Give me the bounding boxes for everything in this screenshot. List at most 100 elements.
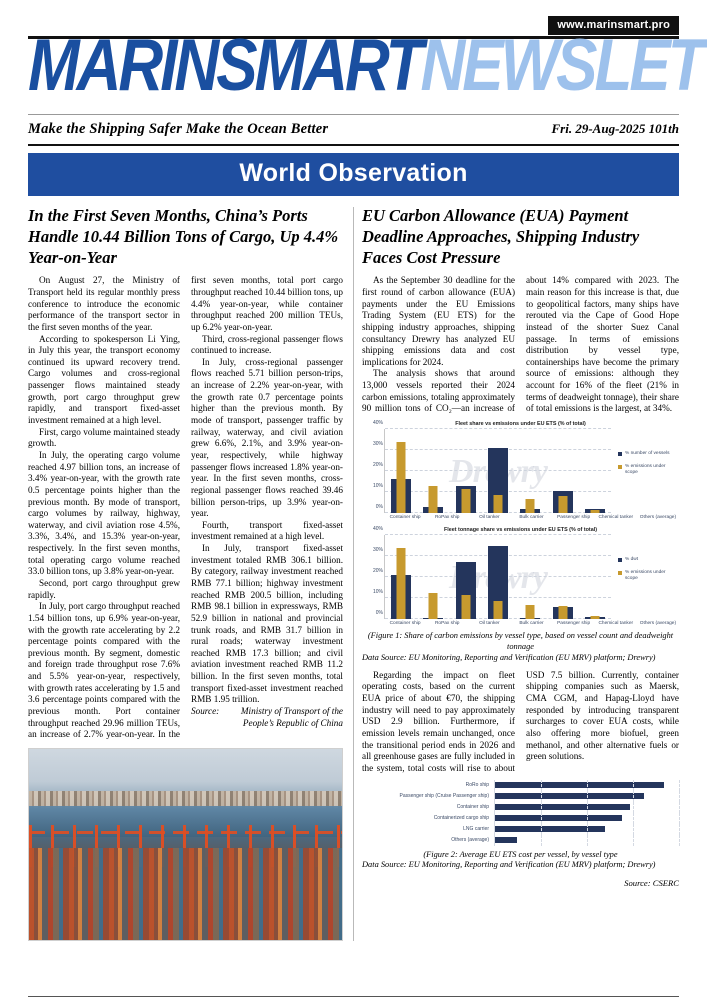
chart-bar-emissions xyxy=(493,601,503,619)
chart-y-tick-label: 20% xyxy=(372,462,383,469)
chart-y-tick-label: Containerized cargo ship xyxy=(433,815,489,822)
figure-1-caption-line1: (Figure 1: Share of carbon emissions by … xyxy=(367,630,674,651)
chart-bar xyxy=(495,826,606,832)
chart-y-tick-label: RoRo ship xyxy=(465,782,489,789)
website-url-badge[interactable]: www.marinsmart.pro xyxy=(548,16,679,35)
chart-y-tick-label: 0% xyxy=(375,610,383,616)
paragraph: On August 27, the Ministry of Transport … xyxy=(28,275,180,332)
legend-label: % emissions under scope xyxy=(625,570,666,582)
section-banner: World Observation xyxy=(28,153,679,196)
chart-plot-area: Drewry 0%10%20%30%40% xyxy=(373,526,611,619)
paragraph: Regarding the impact on fleet operating … xyxy=(362,669,679,773)
chart-gridline xyxy=(385,428,611,430)
masthead-bottom-rule xyxy=(28,144,679,146)
chart-bar-group xyxy=(385,535,417,619)
chart-bar-group xyxy=(450,429,482,514)
issue-date: Fri. 29-Aug-2025 101th xyxy=(551,121,680,136)
chart-bar-track xyxy=(494,790,680,802)
chart-gridline xyxy=(679,790,680,802)
figure-1-caption-line2: Data Source: EU Monitoring, Reporting an… xyxy=(362,652,656,662)
article-right-top-columns: As the September 30 deadline for the fir… xyxy=(362,275,679,415)
figure-2-caption-line2: Data Source: EU Monitoring, Reporting an… xyxy=(362,860,656,870)
chart-gridline xyxy=(679,823,680,835)
article-eu-ets: EU Carbon Allowance (EUA) Payment Deadli… xyxy=(362,205,680,941)
chart-bar-emissions xyxy=(493,495,503,514)
legend-label: % dwt xyxy=(625,557,639,562)
chart-gridline xyxy=(587,801,588,813)
paragraph: Third, cross-regional passenger flows co… xyxy=(191,333,343,356)
chart-bar-row: Others (average) xyxy=(362,834,680,846)
paragraph: In July, the operating cargo volume reac… xyxy=(28,449,180,577)
chart-bar xyxy=(495,837,517,843)
chart-bar-emissions xyxy=(428,592,438,619)
chart-gridline xyxy=(587,790,588,802)
chart-legend: % dwt % emissions under scope xyxy=(611,535,679,619)
chart-x-tick-label: Container ship xyxy=(389,621,421,626)
chart-x-tick-label: Container ship xyxy=(389,515,421,521)
legend-item: % number of vessels xyxy=(618,451,679,457)
chart-x-tick-label: Passenger ship xyxy=(557,515,591,521)
paragraph: The analysis shows that around 13,000 ve… xyxy=(362,275,679,414)
chart-gridline xyxy=(679,801,680,813)
legend-item: % emissions under scope xyxy=(618,570,679,582)
chart-bar-emissions xyxy=(525,605,535,619)
chart-bar-vessels xyxy=(487,545,508,619)
chart-gridline xyxy=(541,834,542,846)
chart-bar-group xyxy=(546,535,578,619)
chart-bar-emissions xyxy=(428,485,438,514)
paragraph: According to spokesperson Li Ying, in Ju… xyxy=(28,333,180,426)
article-left-columns: On August 27, the Ministry of Transport … xyxy=(28,275,343,741)
chart-gridline xyxy=(541,801,542,813)
column-divider xyxy=(353,207,354,941)
chart-bar-group xyxy=(450,535,482,619)
chart-bar-row: Containerized cargo ship xyxy=(362,812,680,824)
figure-2-caption: (Figure 2: Average EU ETS cost per vesse… xyxy=(362,850,679,872)
publication-logo: MARINSMARTNEWSLETTER xyxy=(28,30,707,103)
chart-gridline xyxy=(541,790,542,802)
chart-bar-emissions xyxy=(396,547,406,619)
chart-bar-group xyxy=(579,535,611,619)
chart-bar-track xyxy=(494,801,680,813)
figure-2-caption-line1: (Figure 2: Average EU ETS cost per vesse… xyxy=(423,849,618,859)
logo-newsletter: NEWSLETTER xyxy=(420,25,707,107)
chart-bar xyxy=(495,793,644,799)
paragraph: In July, transport fixed-asset investmen… xyxy=(191,543,343,705)
legend-swatch-icon xyxy=(618,452,622,457)
chart-y-tick-label: 40% xyxy=(372,420,383,427)
chart-bar-track xyxy=(494,779,680,791)
chart-fleet-share-vs-emissions: Fleet share vs emissions under EU ETS (%… xyxy=(362,420,679,521)
chart-bar-track xyxy=(494,823,680,835)
chart-bar-group xyxy=(385,429,417,514)
tagline: Make the Shipping Safer Make the Ocean B… xyxy=(28,121,329,137)
chart-gridline xyxy=(385,534,611,535)
chart-x-tick-label: Chemical tanker xyxy=(598,515,634,521)
chart-bar-group xyxy=(482,429,514,514)
legend-label: % number of vessels xyxy=(625,451,670,457)
chart-gridline xyxy=(679,812,680,824)
chart-gridline xyxy=(541,812,542,824)
page-title: EU Carbon Allowance (EUA) Payment Deadli… xyxy=(362,206,640,268)
legend-swatch-icon xyxy=(618,571,622,576)
paragraph: As the September 30 deadline for the fir… xyxy=(362,275,515,367)
chart-x-tick-label: RoPax ship xyxy=(434,621,460,626)
chart-gridline xyxy=(633,823,634,835)
legend-item: % dwt xyxy=(618,557,679,563)
legend-label: % emissions under scope xyxy=(625,464,666,476)
chart-title: Fleet share vs emissions under EU ETS (%… xyxy=(455,421,586,428)
chart-bar-vessels xyxy=(487,447,508,514)
chart-bar-group xyxy=(482,535,514,619)
chart-bar-row: RoRo ship xyxy=(362,779,680,791)
chart-x-axis-labels: Container ship RoPax ship Oil tanker Bulk c… xyxy=(384,619,679,627)
legend-swatch-icon xyxy=(618,465,622,470)
chart-y-tick-label: Container ship xyxy=(456,804,489,811)
footer-rule xyxy=(28,995,679,997)
article-china-ports: In the First Seven Months, China’s Ports… xyxy=(28,205,353,941)
chart-gridline xyxy=(587,834,588,846)
chart-bar-emissions xyxy=(461,488,471,514)
masthead-top-rule xyxy=(28,36,679,39)
chart-gridline xyxy=(541,779,542,791)
paragraph: Second, port cargo throughput grew rapid… xyxy=(28,577,180,600)
source-label: Source: xyxy=(191,706,220,717)
chart-x-tick-label: RoPax ship xyxy=(434,515,460,521)
article-right-source: Source: CSERC xyxy=(624,878,679,889)
